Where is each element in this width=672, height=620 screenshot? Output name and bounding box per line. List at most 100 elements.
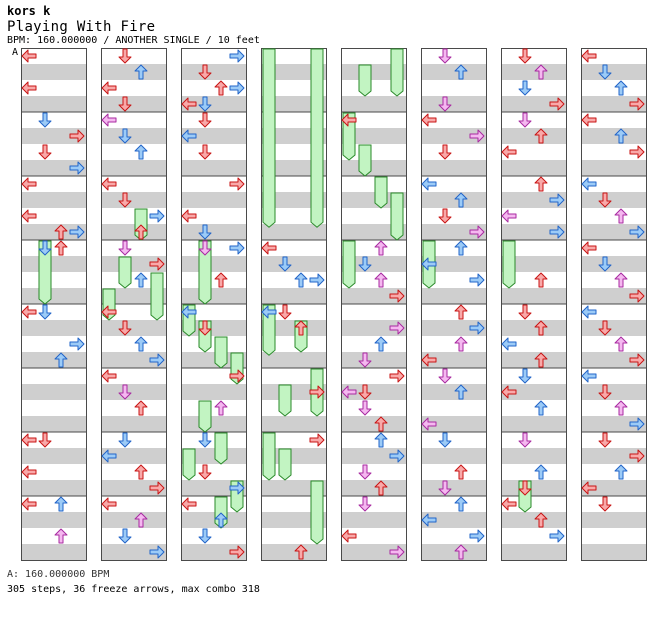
- beat-band: [341, 384, 407, 400]
- freeze-arrow: [150, 272, 164, 321]
- beat-band: [421, 224, 487, 240]
- beat-band: [181, 288, 247, 304]
- beat-band: [101, 64, 167, 80]
- beat-band: [101, 320, 167, 336]
- left-arrow-icon: [21, 177, 37, 191]
- beat-band: [21, 480, 87, 496]
- beat-band: [421, 352, 487, 368]
- right-arrow-icon: [309, 385, 325, 399]
- down-arrow-icon: [198, 464, 212, 480]
- right-arrow-icon: [549, 97, 565, 111]
- beat-band: [181, 96, 247, 112]
- left-arrow-icon: [581, 49, 597, 63]
- freeze-arrow: [374, 176, 388, 209]
- beat-band: [501, 64, 567, 80]
- left-arrow-icon: [101, 369, 117, 383]
- down-arrow-icon: [198, 528, 212, 544]
- left-arrow-icon: [501, 385, 517, 399]
- beat-band: [21, 128, 87, 144]
- beat-band: [181, 256, 247, 272]
- beat-band: [21, 192, 87, 208]
- beat-band: [581, 96, 647, 112]
- down-arrow-icon: [198, 224, 212, 240]
- beat-band: [101, 160, 167, 176]
- beat-band: [261, 224, 327, 240]
- up-arrow-icon: [454, 336, 468, 352]
- beat-band: [101, 224, 167, 240]
- beat-band: [181, 384, 247, 400]
- beat-band: [181, 448, 247, 464]
- down-arrow-icon: [518, 80, 532, 96]
- beat-band: [421, 192, 487, 208]
- up-arrow-icon: [614, 400, 628, 416]
- right-arrow-icon: [229, 49, 245, 63]
- right-arrow-icon: [549, 529, 565, 543]
- left-arrow-icon: [501, 145, 517, 159]
- down-arrow-icon: [198, 320, 212, 336]
- left-arrow-icon: [501, 497, 517, 511]
- left-arrow-icon: [341, 529, 357, 543]
- beat-band: [421, 480, 487, 496]
- down-arrow-icon: [598, 192, 612, 208]
- beat-band: [101, 384, 167, 400]
- up-arrow-icon: [134, 464, 148, 480]
- right-arrow-icon: [149, 545, 165, 559]
- down-arrow-icon: [198, 112, 212, 128]
- down-arrow-icon: [518, 480, 532, 496]
- down-arrow-icon: [278, 304, 292, 320]
- beat-band: [181, 544, 247, 560]
- beat-band: [501, 384, 567, 400]
- left-arrow-icon: [101, 449, 117, 463]
- up-arrow-icon: [374, 432, 388, 448]
- left-arrow-icon: [421, 113, 437, 127]
- freeze-arrow: [38, 240, 52, 305]
- left-arrow-icon: [261, 305, 277, 319]
- beat-band: [581, 320, 647, 336]
- up-arrow-icon: [134, 272, 148, 288]
- left-arrow-icon: [101, 113, 117, 127]
- beat-band: [581, 448, 647, 464]
- left-arrow-icon: [181, 97, 197, 111]
- beat-band: [341, 352, 407, 368]
- down-arrow-icon: [118, 96, 132, 112]
- beat-band: [21, 224, 87, 240]
- right-arrow-icon: [469, 321, 485, 335]
- up-arrow-icon: [214, 80, 228, 96]
- left-arrow-icon: [421, 257, 437, 271]
- beat-band: [421, 160, 487, 176]
- freeze-arrow: [214, 432, 228, 465]
- up-arrow-icon: [454, 64, 468, 80]
- up-arrow-icon: [534, 128, 548, 144]
- left-arrow-icon: [341, 113, 357, 127]
- chart-column-border: [581, 48, 647, 561]
- beat-band: [21, 416, 87, 432]
- down-arrow-icon: [598, 496, 612, 512]
- beat-band: [21, 448, 87, 464]
- left-arrow-icon: [421, 417, 437, 431]
- freeze-arrow: [198, 400, 212, 433]
- up-arrow-icon: [294, 272, 308, 288]
- beat-band: [421, 64, 487, 80]
- down-arrow-icon: [518, 48, 532, 64]
- beat-band: [101, 480, 167, 496]
- right-arrow-icon: [629, 97, 645, 111]
- right-arrow-icon: [629, 145, 645, 159]
- beat-band: [101, 128, 167, 144]
- chart-column-border: [341, 48, 407, 561]
- down-arrow-icon: [118, 128, 132, 144]
- beat-band: [101, 512, 167, 528]
- beat-band: [181, 320, 247, 336]
- beat-band: [341, 128, 407, 144]
- beat-band: [501, 352, 567, 368]
- down-arrow-icon: [358, 256, 372, 272]
- beat-band: [341, 448, 407, 464]
- chart-column-border: [501, 48, 567, 561]
- freeze-arrow: [342, 240, 356, 289]
- beat-band: [501, 96, 567, 112]
- up-arrow-icon: [374, 240, 388, 256]
- down-arrow-icon: [438, 208, 452, 224]
- beat-band: [341, 160, 407, 176]
- down-arrow-icon: [198, 96, 212, 112]
- chart-column-border: [261, 48, 327, 561]
- right-arrow-icon: [389, 289, 405, 303]
